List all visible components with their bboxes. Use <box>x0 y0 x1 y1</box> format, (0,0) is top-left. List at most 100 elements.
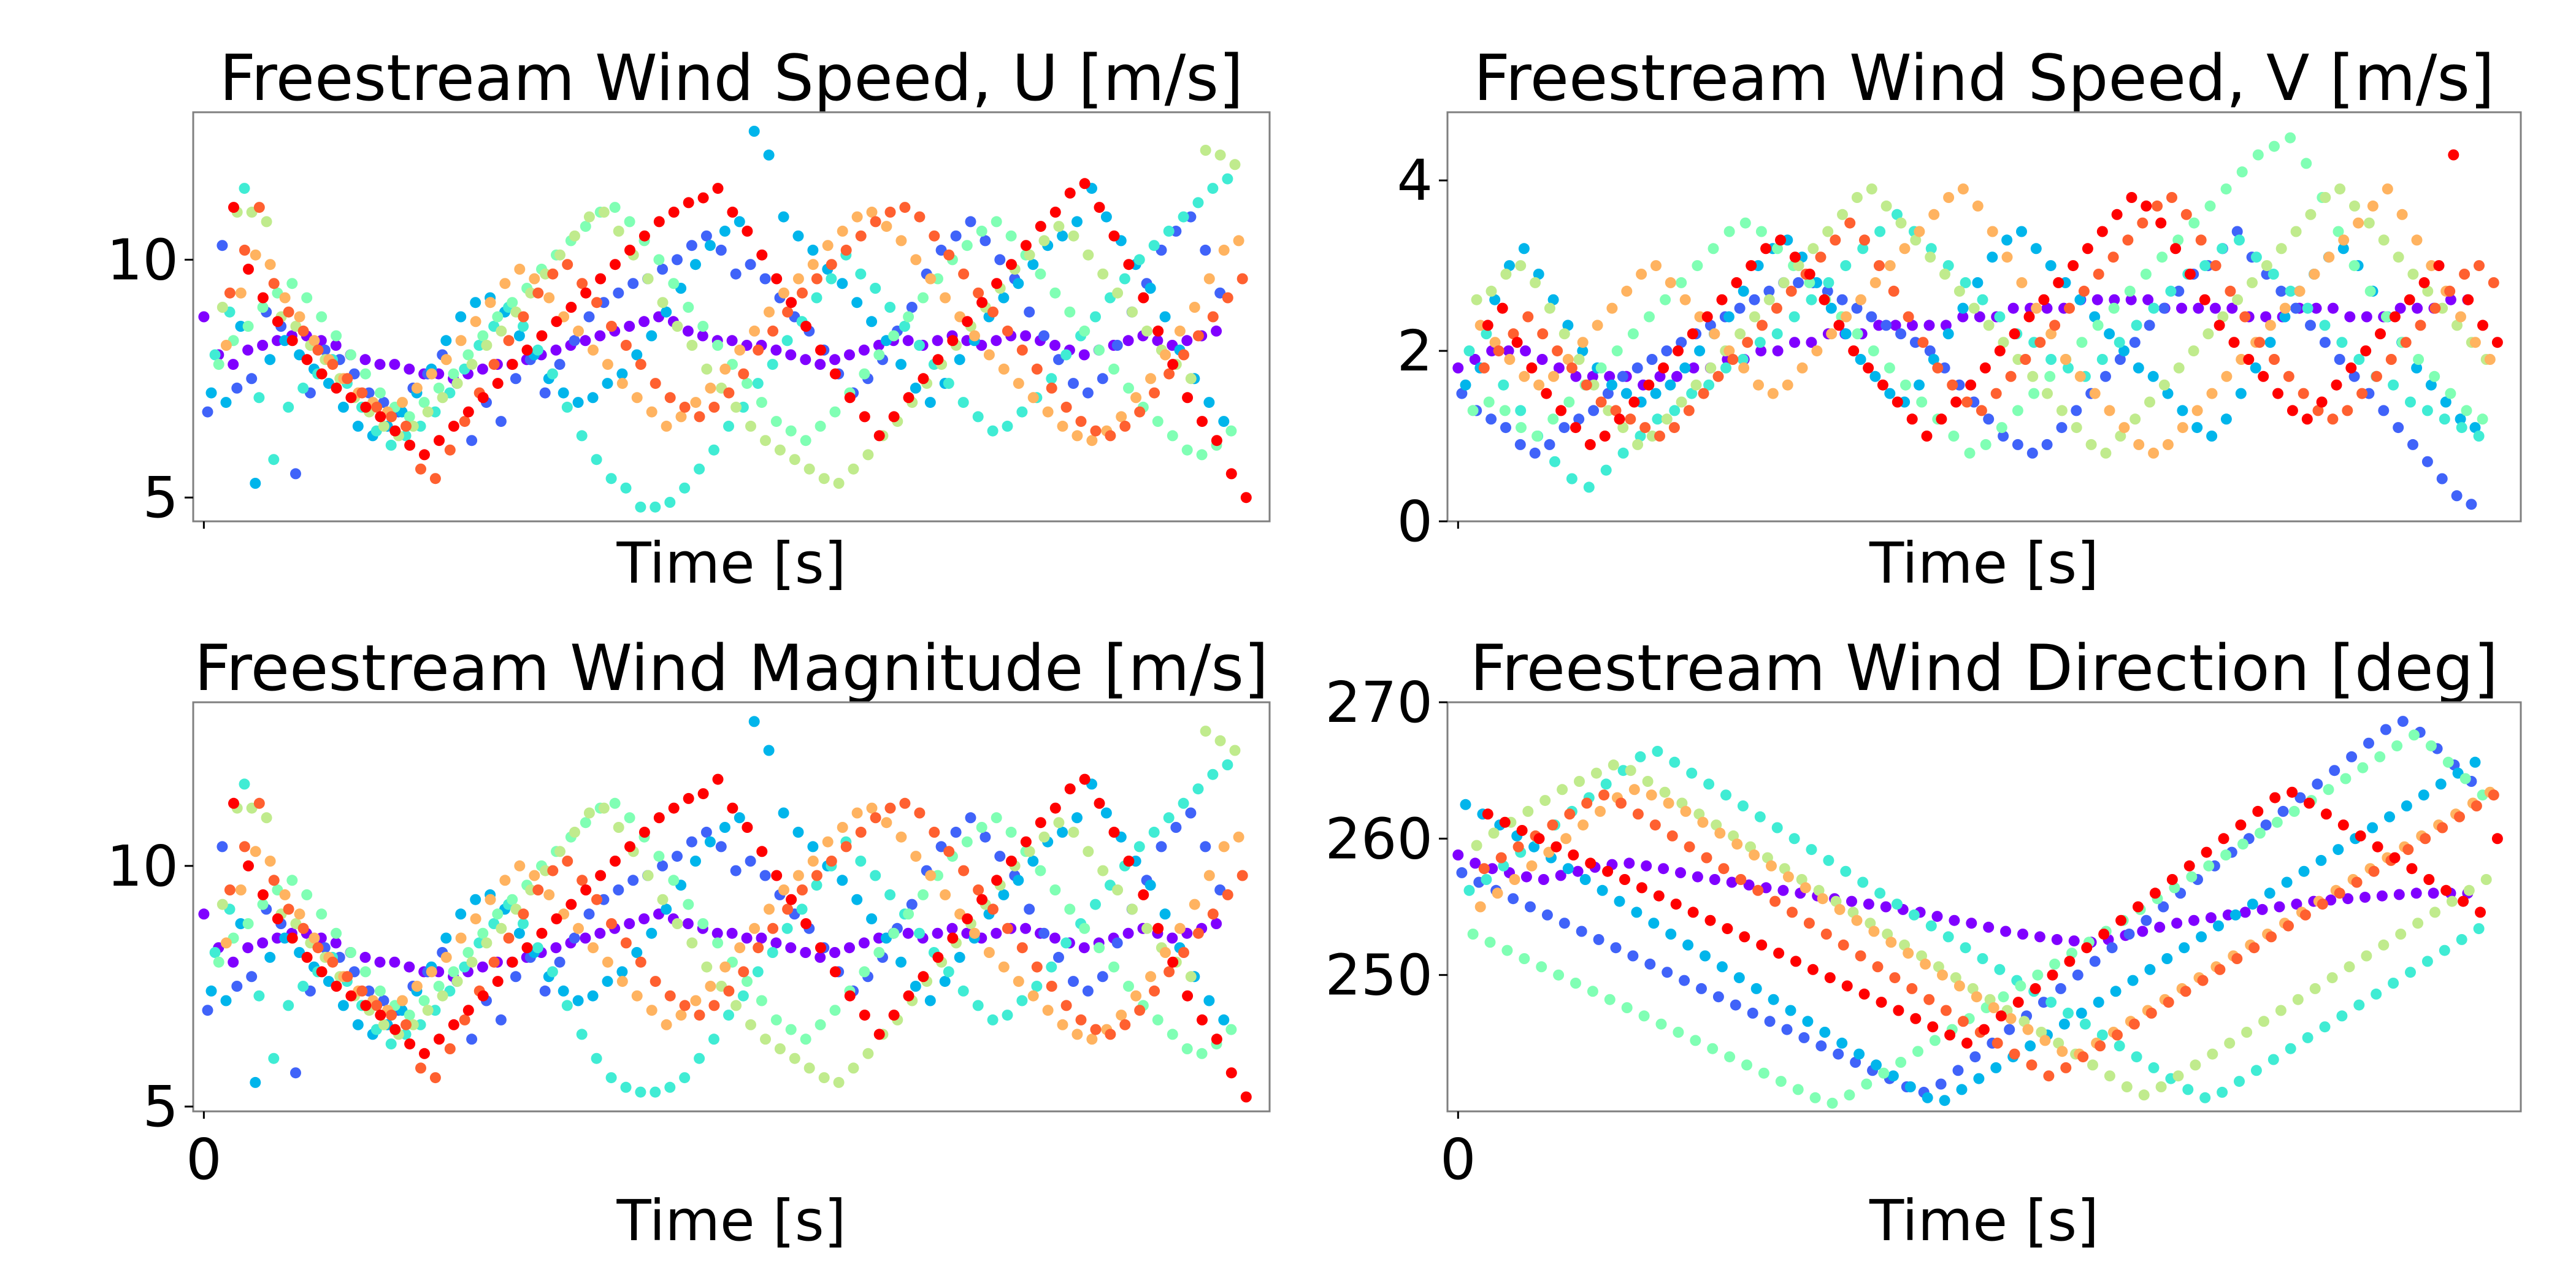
data-point <box>815 344 826 356</box>
data-point <box>1090 899 1101 910</box>
data-point <box>2210 260 2221 272</box>
data-point <box>1763 285 1775 297</box>
data-point <box>807 259 819 270</box>
data-point <box>374 359 386 370</box>
data-point <box>2353 999 2365 1011</box>
data-point <box>2258 1016 2269 1027</box>
data-point <box>778 884 789 895</box>
data-point <box>1595 362 1607 374</box>
data-point <box>434 1033 445 1045</box>
data-point <box>2056 405 2068 416</box>
data-point <box>958 268 970 280</box>
data-point <box>800 435 811 447</box>
data-point <box>1182 392 1194 404</box>
data-point <box>624 216 635 228</box>
data-point <box>1038 330 1050 342</box>
data-point <box>1579 874 1591 885</box>
data-point <box>1544 439 1555 450</box>
data-point <box>2248 942 2260 954</box>
data-point <box>2214 964 2226 975</box>
data-point <box>969 927 980 939</box>
data-point <box>1522 311 1534 323</box>
data-point <box>884 302 896 313</box>
data-point <box>1662 967 1673 978</box>
data-point <box>2412 302 2423 314</box>
data-point <box>1917 337 1929 348</box>
data-point <box>2461 405 2472 416</box>
data-point <box>404 411 415 423</box>
data-point <box>664 392 676 404</box>
data-point <box>481 937 493 949</box>
data-point <box>2285 1043 2296 1054</box>
data-point <box>701 961 713 973</box>
data-point <box>778 211 789 223</box>
data-point <box>786 894 797 905</box>
data-point <box>947 932 959 944</box>
data-point <box>1880 901 1892 913</box>
data-point <box>2041 439 2053 450</box>
data-point <box>672 254 683 266</box>
data-point <box>594 927 606 939</box>
data-point <box>1636 269 1647 280</box>
data-point <box>250 846 261 857</box>
data-point <box>2020 354 2031 365</box>
data-point <box>833 1076 845 1088</box>
data-point <box>1233 831 1244 843</box>
data-point <box>1909 337 1921 348</box>
data-point <box>998 363 1010 375</box>
data-point <box>2145 1007 2157 1019</box>
data-point <box>1887 1070 1899 1082</box>
data-point <box>1152 335 1163 347</box>
data-point <box>1587 986 1598 997</box>
data-point <box>492 908 504 920</box>
data-point <box>539 387 551 399</box>
data-point <box>837 278 848 289</box>
data-point <box>1071 812 1083 824</box>
data-point <box>1079 178 1091 190</box>
data-point <box>1931 911 1943 922</box>
data-point <box>1973 1073 1985 1084</box>
data-point <box>1134 406 1146 418</box>
data-point <box>2220 413 2232 425</box>
data-point <box>899 321 910 332</box>
data-point <box>1557 784 1568 795</box>
data-point <box>2378 939 2390 951</box>
data-point <box>1068 378 1079 389</box>
data-point <box>246 971 258 983</box>
data-point <box>1723 345 1735 357</box>
data-point <box>1599 431 1611 442</box>
data-point <box>781 922 793 934</box>
data-point <box>1002 420 1013 432</box>
data-point <box>683 197 694 209</box>
data-point <box>742 976 753 987</box>
data-point <box>1211 435 1222 447</box>
data-point <box>844 349 855 361</box>
data-point <box>1942 931 1954 943</box>
data-point <box>994 851 1006 862</box>
data-point <box>2283 370 2294 382</box>
data-point <box>1925 251 1936 263</box>
data-point <box>1057 420 1068 432</box>
data-point <box>1122 335 1134 347</box>
data-point <box>1803 918 1815 929</box>
data-point <box>697 330 708 342</box>
data-point <box>1680 805 1692 817</box>
data-point <box>954 951 965 963</box>
data-point <box>2302 302 2313 314</box>
data-point <box>914 340 925 351</box>
data-point <box>1663 797 1674 809</box>
data-point <box>2272 388 2283 399</box>
data-point <box>803 1062 815 1074</box>
data-point <box>2226 302 2238 314</box>
data-point <box>2254 337 2266 348</box>
data-point <box>1495 852 1507 864</box>
data-point <box>1779 863 1790 875</box>
data-point <box>1112 884 1124 895</box>
data-point <box>910 382 921 394</box>
data-point <box>1558 328 1570 340</box>
data-point <box>646 927 657 939</box>
data-point <box>426 966 437 978</box>
data-point <box>2026 447 2038 459</box>
data-point <box>962 316 973 328</box>
data-point <box>884 889 896 900</box>
